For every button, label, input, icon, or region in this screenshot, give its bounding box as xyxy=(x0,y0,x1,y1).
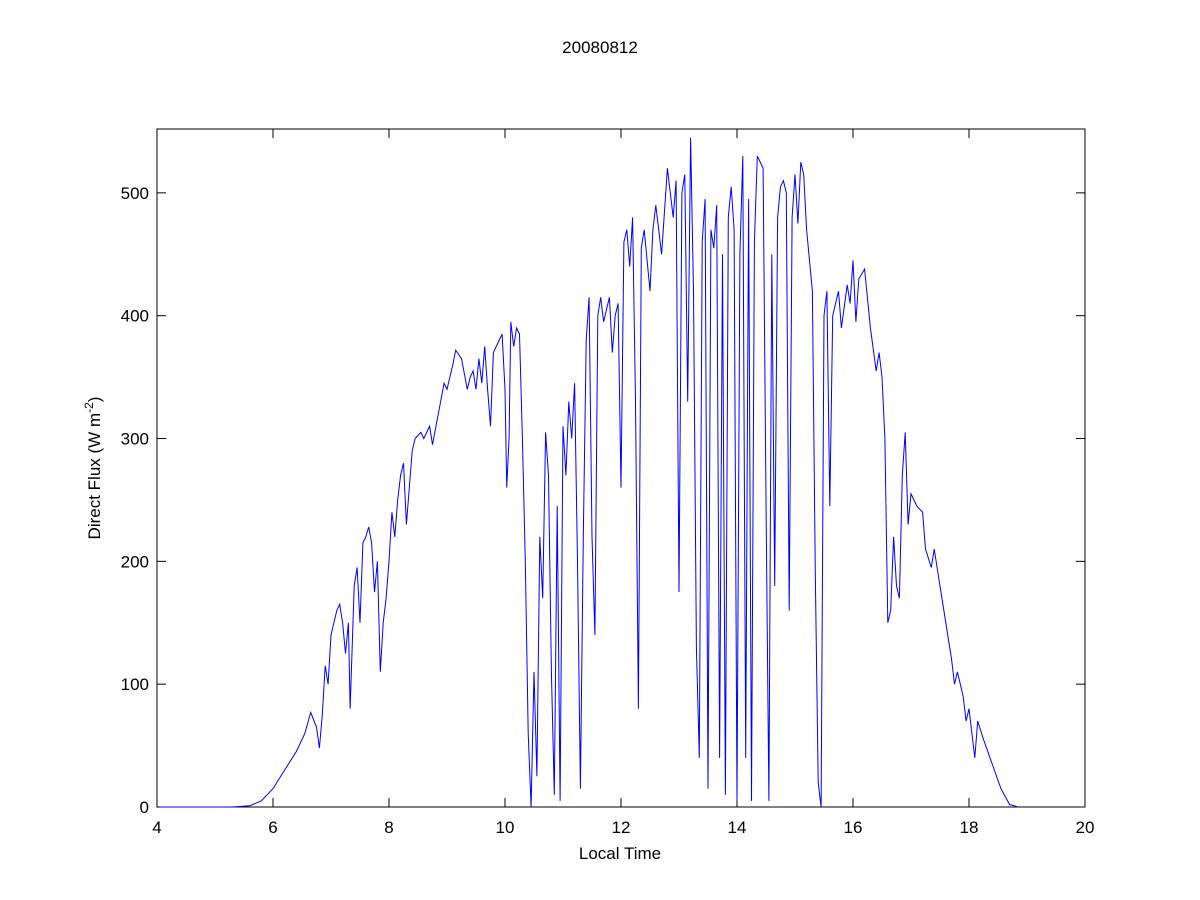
x-tick-label: 16 xyxy=(844,818,863,837)
y-tick-label: 300 xyxy=(121,430,149,449)
y-label-main: Direct Flux (W m xyxy=(85,413,104,540)
y-tick-label: 0 xyxy=(140,798,149,817)
y-label-end: ) xyxy=(85,397,104,403)
y-tick-label: 500 xyxy=(121,184,149,203)
y-axis-label: Direct Flux (W m-2) xyxy=(82,397,104,540)
data-line xyxy=(159,137,1019,808)
y-tick-label: 100 xyxy=(121,675,149,694)
chart-title: 20080812 xyxy=(562,38,638,57)
x-tick-label: 12 xyxy=(612,818,631,837)
y-tick-label: 200 xyxy=(121,552,149,571)
x-tick-label: 14 xyxy=(728,818,747,837)
y-tick-label: 400 xyxy=(121,307,149,326)
x-tick-label: 6 xyxy=(268,818,277,837)
x-tick-label: 10 xyxy=(496,818,515,837)
x-tick-label: 20 xyxy=(1076,818,1095,837)
y-label-sup: -2 xyxy=(82,402,96,413)
x-axis-label: Local Time xyxy=(579,844,661,863)
x-tick-label: 4 xyxy=(152,818,161,837)
x-tick-label: 8 xyxy=(384,818,393,837)
x-tick-label: 18 xyxy=(960,818,979,837)
